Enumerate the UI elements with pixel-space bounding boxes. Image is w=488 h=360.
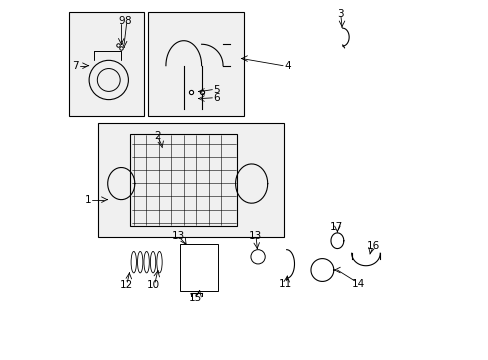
Text: 16: 16 xyxy=(366,241,380,251)
Text: 10: 10 xyxy=(146,280,160,291)
FancyBboxPatch shape xyxy=(98,123,283,237)
Text: 12: 12 xyxy=(120,280,133,291)
Text: 17: 17 xyxy=(329,222,343,232)
Text: 13: 13 xyxy=(171,231,184,242)
FancyBboxPatch shape xyxy=(69,12,144,116)
Bar xyxy=(130,134,237,226)
Text: 7: 7 xyxy=(72,61,79,71)
Text: 1: 1 xyxy=(84,195,91,204)
Text: 13: 13 xyxy=(248,231,261,242)
Text: 9: 9 xyxy=(118,16,124,26)
Text: 5: 5 xyxy=(213,85,219,95)
Text: 4: 4 xyxy=(284,61,290,71)
Text: 14: 14 xyxy=(351,279,364,289)
Text: 11: 11 xyxy=(278,279,292,289)
Text: 15: 15 xyxy=(188,293,202,303)
Text: 3: 3 xyxy=(337,9,344,19)
Bar xyxy=(180,244,217,291)
Text: 8: 8 xyxy=(124,16,130,26)
FancyBboxPatch shape xyxy=(148,12,244,116)
Text: 2: 2 xyxy=(154,131,161,141)
Text: 6: 6 xyxy=(213,93,219,103)
